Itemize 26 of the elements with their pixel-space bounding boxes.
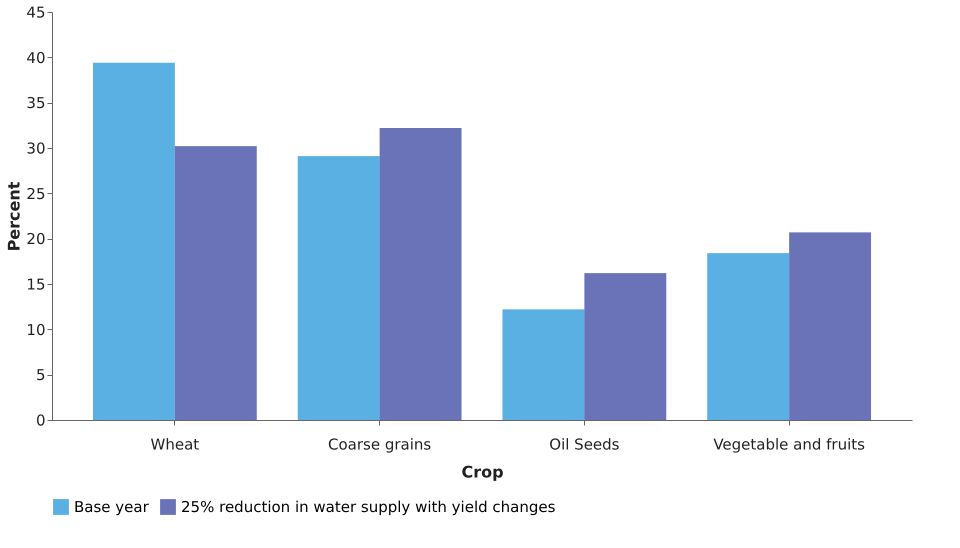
bar [92,62,175,420]
y-tick-label: 30 [26,140,46,158]
y-tick-label: 45 [26,4,46,22]
bar [584,273,666,420]
x-tick-label: Oil Seeds [549,436,620,454]
bar [380,128,462,420]
y-tick-label: 15 [26,276,46,294]
x-tick-label: Vegetable and fruits [713,436,866,454]
bar [298,156,380,420]
y-tick-label: 40 [26,48,46,67]
bar [174,146,257,420]
bar [789,232,872,420]
bar [707,253,790,420]
legend-label: 25% reduction in water supply with yield changes [181,498,556,516]
y-tick-label: 5 [36,366,46,384]
legend-label: Base year [74,498,150,516]
x-tick-label: Coarse grains [328,436,432,454]
y-tick-label: 25 [26,184,46,203]
y-tick-label: 20 [26,230,46,248]
bar [502,309,584,420]
x-tick-label: Wheat [150,436,200,454]
y-tick-label: 0 [36,412,46,430]
y-tick-label: 10 [26,320,46,339]
y-tick-label: 35 [26,94,46,112]
y-axis-title: Percent [4,181,24,252]
x-axis-title: Crop [461,462,504,482]
